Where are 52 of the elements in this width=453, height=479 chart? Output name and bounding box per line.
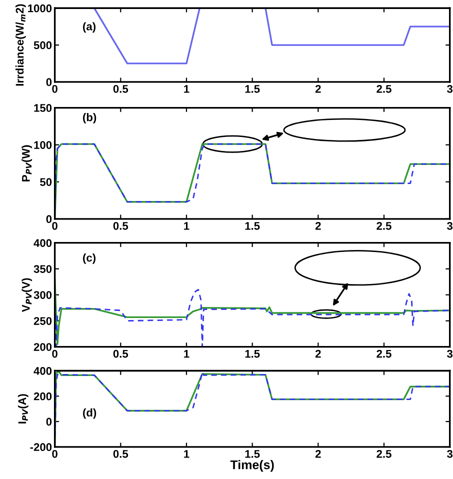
y-axis-title: I$_{PV}$(A) — [18, 394, 28, 424]
y-tick-label: 200 — [34, 343, 52, 351]
x-axis-title: Time(s) — [230, 460, 274, 472]
x-tick-label: 3 — [446, 450, 453, 458]
y-tick-label: 350 — [34, 265, 52, 273]
x-tick-label: 1.5 — [245, 450, 260, 458]
x-tick-label: 0.5 — [113, 350, 128, 358]
y-tick-label: 200 — [34, 392, 52, 400]
x-tick-label: 2.5 — [376, 350, 392, 358]
x-tick-label: 0 — [52, 222, 58, 230]
x-tick-label: 3 — [446, 350, 453, 358]
y-tick-label: 1000 — [28, 4, 52, 12]
annotation: (a) — [83, 22, 96, 33]
x-tick-label: 2 — [315, 222, 321, 230]
y-axis-title: P$_{PV}$(W) — [22, 145, 32, 182]
annotation: (b) — [83, 113, 96, 124]
y-tick-label: 150 — [34, 104, 52, 112]
y-tick-label: 0 — [46, 215, 52, 224]
x-tick-label: 2 — [315, 84, 321, 93]
x-tick-label: 2.5 — [376, 450, 392, 458]
y-axis-title: Irrdiance(W/$_{m}$2) — [15, 4, 26, 86]
x-tick-label: 0 — [52, 450, 58, 458]
x-tick-label: 1 — [184, 350, 190, 358]
x-tick-label: 0 — [52, 350, 58, 358]
x-tick-label: 1 — [184, 450, 190, 458]
x-tick-label: 3 — [446, 84, 453, 93]
x-tick-label: 1.5 — [245, 222, 260, 230]
x-tick-label: 0.5 — [113, 222, 128, 230]
y-tick-label: -200 — [30, 443, 52, 452]
y-tick-label: 0 — [46, 78, 52, 86]
x-tick-label: 0 — [52, 84, 58, 93]
y-tick-label: 500 — [34, 41, 52, 50]
x-tick-label: 2.5 — [376, 222, 392, 230]
y-tick-label: 50 — [40, 178, 52, 186]
y-tick-label: 400 — [34, 239, 52, 247]
y-tick-label: 300 — [34, 291, 52, 299]
x-tick-label: 0.5 — [113, 450, 128, 458]
y-tick-label: 400 — [34, 367, 52, 375]
x-tick-label: 1.5 — [245, 85, 260, 93]
y-tick-label: 100 — [34, 141, 52, 149]
x-tick-label: 1 — [184, 222, 190, 230]
y-tick-label: 0 — [46, 418, 52, 426]
x-tick-label: 1.5 — [245, 350, 260, 358]
x-tick-label: 2 — [315, 350, 321, 358]
x-tick-label: 2 — [315, 450, 321, 458]
y-axis-title: V$_{PV}$(V) — [22, 278, 32, 312]
x-tick-label: 1 — [184, 85, 190, 93]
x-tick-label: 2.5 — [376, 84, 392, 93]
x-tick-label: 0.5 — [113, 84, 128, 93]
y-tick-label: 250 — [34, 317, 52, 325]
x-tick-label: 3 — [446, 222, 453, 230]
annotation: (c) — [83, 254, 96, 264]
